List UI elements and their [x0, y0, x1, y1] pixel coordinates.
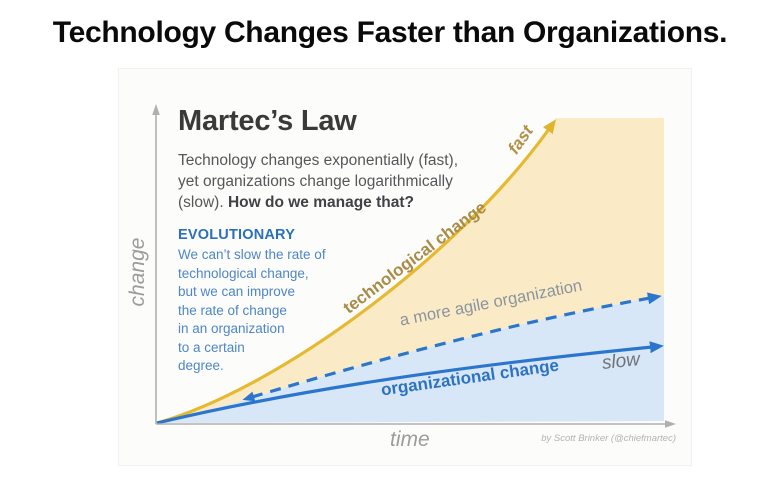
subtitle-line-3-normal: (slow).: [178, 194, 228, 211]
evolutionary-line: We can’t slow the rate of: [178, 247, 326, 262]
chart-title: Martec’s Law: [178, 105, 357, 137]
agile-curve: [242, 292, 662, 402]
subtitle-line-3-bold: How do we manage that?: [227, 194, 414, 211]
evolutionary-line: but we can improve: [178, 284, 296, 299]
subtitle-line-3: (slow). How do we manage that?: [178, 192, 458, 213]
org-curve: [156, 341, 664, 425]
x-axis-label: time: [390, 428, 430, 451]
subtitle-line-1: Technology changes exponentially (fast),: [178, 152, 459, 169]
subtitle-line-2: yet organizations change logarithmically: [178, 173, 453, 190]
evolutionary-line: degree.: [178, 358, 224, 373]
y-axis-label: change: [126, 237, 149, 307]
evolutionary-line: to a certain: [178, 339, 245, 355]
evolutionary-line: in an organization: [178, 321, 285, 336]
evolutionary-heading: EVOLUTIONARY: [178, 227, 296, 243]
evolutionary-line: technological change,: [178, 265, 309, 281]
evolutionary-text: We can’t slow the rate of technological …: [178, 246, 326, 376]
evolutionary-line: the rate of change: [178, 302, 287, 318]
chart-subtitle: Technology changes exponentially (fast),…: [178, 150, 458, 213]
attribution: by Scott Brinker (@chiefmartec): [541, 433, 676, 444]
slide-title: Technology Changes Faster than Organizat…: [52, 16, 728, 49]
